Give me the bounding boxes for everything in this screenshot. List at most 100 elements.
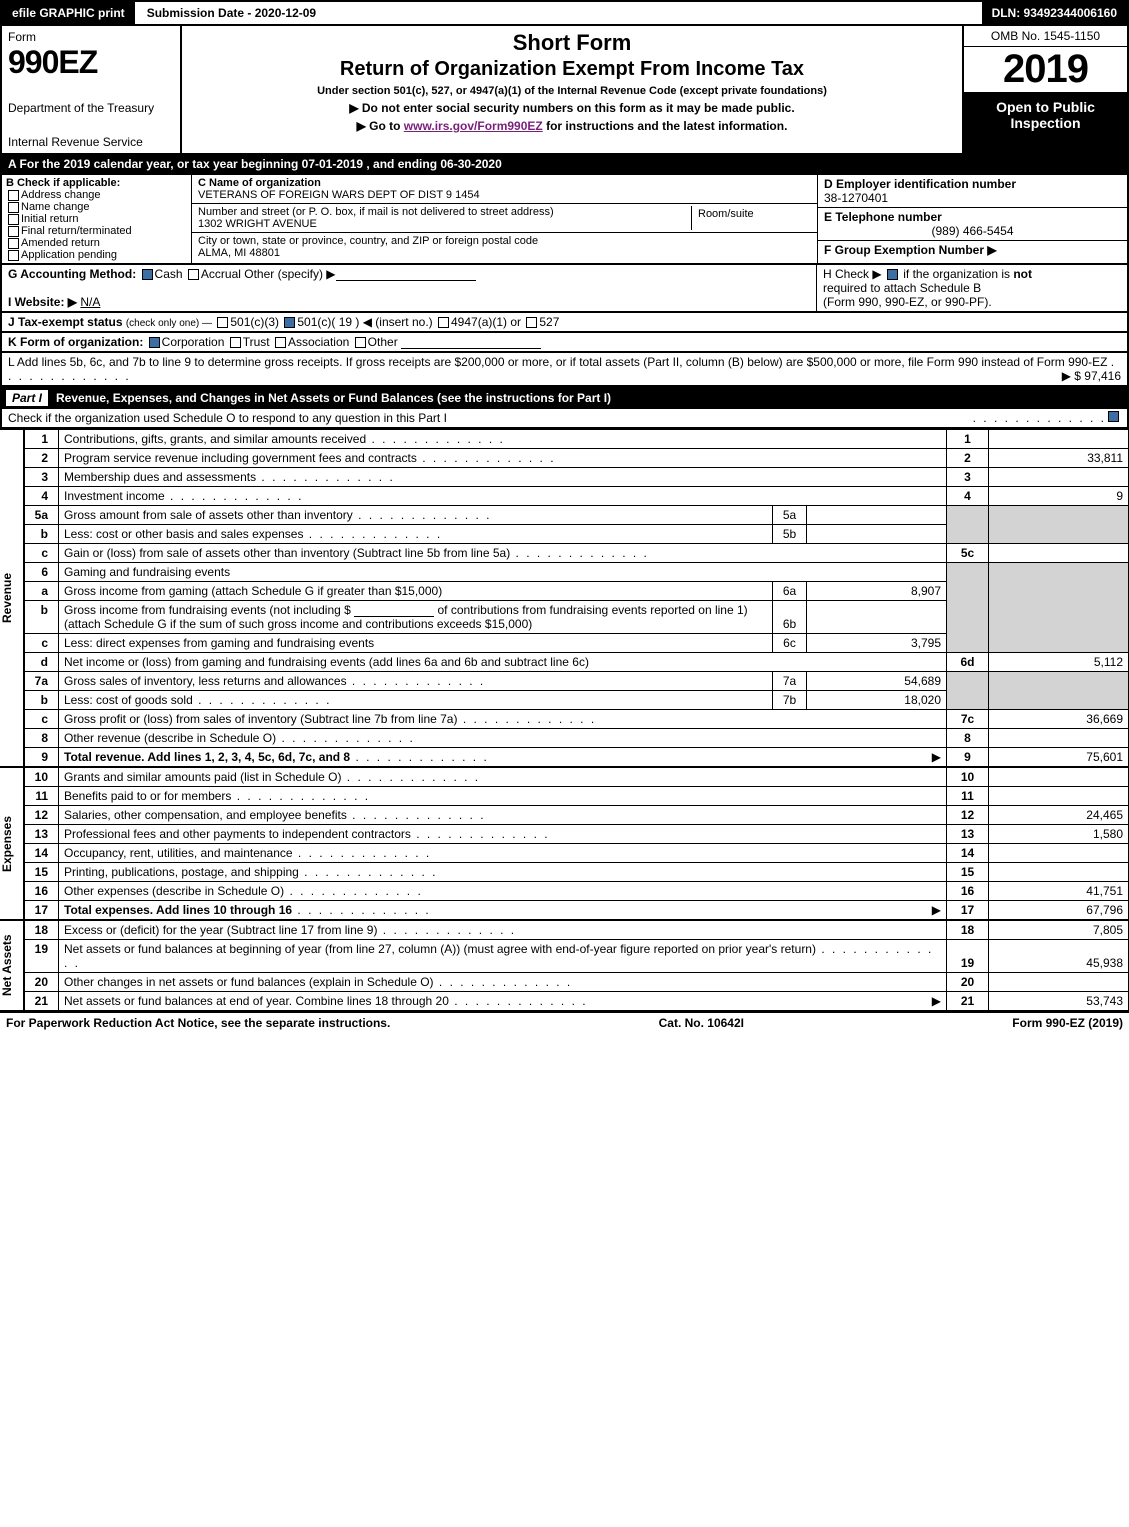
org-name-label: C Name of organization xyxy=(198,177,811,189)
revenue-vlabel: Revenue xyxy=(0,429,24,767)
line-k: K Form of organization: Corporation Trus… xyxy=(0,333,1129,353)
checkbox-amended-return[interactable] xyxy=(8,238,19,249)
table-row: 6Gaming and fundraising events xyxy=(25,563,1129,582)
footer-catno: Cat. No. 10642I xyxy=(390,1016,1012,1030)
dots-icon xyxy=(973,411,1106,425)
j-label: J Tax-exempt status xyxy=(8,315,123,329)
j-o1: 501(c)(3) xyxy=(230,315,279,329)
submission-date: Submission Date - 2020-12-09 xyxy=(135,2,328,24)
city-label: City or town, state or province, country… xyxy=(198,235,811,247)
header-center: Short Form Return of Organization Exempt… xyxy=(182,26,962,153)
title-return: Return of Organization Exempt From Incom… xyxy=(188,58,956,81)
checkbox-corporation[interactable] xyxy=(149,337,160,348)
box-c: C Name of organization VETERANS OF FOREI… xyxy=(192,175,817,263)
checkbox-527[interactable] xyxy=(526,317,537,328)
checkbox-association[interactable] xyxy=(275,337,286,348)
checkbox-application-pending[interactable] xyxy=(8,250,19,261)
part-i-header: Part I Revenue, Expenses, and Changes in… xyxy=(0,387,1129,409)
g-label: G Accounting Method: xyxy=(8,267,136,281)
open-public-inspection: Open to Public Inspection xyxy=(964,93,1127,153)
checkbox-address-change[interactable] xyxy=(8,190,19,201)
checkbox-h[interactable] xyxy=(887,269,898,280)
street-label: Number and street (or P. O. box, if mail… xyxy=(198,206,691,218)
line-num: 1 xyxy=(25,430,59,449)
cash-label: Cash xyxy=(155,267,183,281)
city: ALMA, MI 48801 xyxy=(198,247,811,259)
header-right: OMB No. 1545-1150 2019 Open to Public In… xyxy=(962,26,1127,153)
line-code: 1 xyxy=(947,430,989,449)
checkbox-501c[interactable] xyxy=(284,317,295,328)
line-a-period: A For the 2019 calendar year, or tax yea… xyxy=(0,155,1129,175)
part-i-checknote: Check if the organization used Schedule … xyxy=(0,409,1129,429)
phone: (989) 466-5454 xyxy=(824,224,1121,238)
subtitle-ssn-warning: Do not enter social security numbers on … xyxy=(188,101,956,115)
table-row: 3Membership dues and assessments3 xyxy=(25,468,1129,487)
table-row: 13Professional fees and other payments t… xyxy=(25,825,1129,844)
j-o3: 4947(a)(1) or xyxy=(451,315,521,329)
efile-link[interactable]: efile GRAPHIC print xyxy=(2,2,135,24)
box-def: D Employer identification number38-12704… xyxy=(817,175,1127,263)
cb-label: Final return/terminated xyxy=(21,225,132,237)
header-left: Form 990EZ Department of the Treasury In… xyxy=(2,26,182,153)
table-row: 20Other changes in net assets or fund ba… xyxy=(25,973,1129,992)
table-row: 9Total revenue. Add lines 1, 2, 3, 4, 5c… xyxy=(25,748,1129,767)
checkbox-trust[interactable] xyxy=(230,337,241,348)
i-label: I Website: ▶ xyxy=(8,295,77,309)
org-name: VETERANS OF FOREIGN WARS DEPT OF DIST 9 … xyxy=(198,189,811,201)
j-o2: 501(c)( 19 ) ◀ (insert no.) xyxy=(297,315,432,329)
j-o4: 527 xyxy=(539,315,559,329)
website: N/A xyxy=(80,295,100,309)
table-row: 18Excess or (deficit) for the year (Subt… xyxy=(25,921,1129,940)
line-amount xyxy=(989,430,1129,449)
checkbox-cash[interactable] xyxy=(142,269,153,280)
checkbox-initial-return[interactable] xyxy=(8,214,19,225)
table-row: 2Program service revenue including gover… xyxy=(25,449,1129,468)
cb-label: Name change xyxy=(21,201,90,213)
l-text: L Add lines 5b, 6c, and 7b to line 9 to … xyxy=(8,355,1107,369)
table-row: 7aGross sales of inventory, less returns… xyxy=(25,672,1129,691)
table-row: 8Other revenue (describe in Schedule O)8 xyxy=(25,729,1129,748)
accrual-label: Accrual xyxy=(201,267,241,281)
ein-label: D Employer identification number xyxy=(824,177,1016,191)
room-suite: Room/suite xyxy=(691,206,811,230)
revenue-table: 1Contributions, gifts, grants, and simil… xyxy=(24,429,1129,767)
goto-post: for instructions and the latest informat… xyxy=(543,119,788,133)
top-bar: efile GRAPHIC print Submission Date - 20… xyxy=(0,0,1129,26)
checkbox-4947[interactable] xyxy=(438,317,449,328)
goto-pre: Go to xyxy=(369,119,404,133)
table-row: 11Benefits paid to or for members11 xyxy=(25,787,1129,806)
omb-number: OMB No. 1545-1150 xyxy=(964,26,1127,47)
table-row: 17Total expenses. Add lines 10 through 1… xyxy=(25,901,1129,920)
irs-link[interactable]: www.irs.gov/Form990EZ xyxy=(404,119,543,133)
table-row: 15Printing, publications, postage, and s… xyxy=(25,863,1129,882)
checkbox-501c3[interactable] xyxy=(217,317,228,328)
table-row: cGain or (loss) from sale of assets othe… xyxy=(25,544,1129,563)
phone-label: E Telephone number xyxy=(824,210,942,224)
table-row: 10Grants and similar amounts paid (list … xyxy=(25,768,1129,787)
dln: DLN: 93492344006160 xyxy=(982,2,1127,24)
checkbox-accrual[interactable] xyxy=(188,269,199,280)
checkbox-schedule-o[interactable] xyxy=(1108,411,1119,422)
footer-formref: Form 990-EZ (2019) xyxy=(1012,1016,1123,1030)
checkbox-other-org[interactable] xyxy=(355,337,366,348)
expenses-table: 10Grants and similar amounts paid (list … xyxy=(24,767,1129,920)
k-o2: Trust xyxy=(243,335,270,349)
line-g-h: G Accounting Method: Cash Accrual Other … xyxy=(0,265,1129,313)
cb-label: Application pending xyxy=(21,249,117,261)
table-row: 19Net assets or fund balances at beginni… xyxy=(25,940,1129,973)
checkbox-name-change[interactable] xyxy=(8,202,19,213)
part-i-tag: Part I xyxy=(6,390,48,406)
checknote-text: Check if the organization used Schedule … xyxy=(8,411,973,425)
part-i-title: Revenue, Expenses, and Changes in Net As… xyxy=(56,391,611,405)
other-org-input[interactable] xyxy=(401,337,541,349)
other-specify-input[interactable] xyxy=(336,269,476,281)
h-line2: required to attach Schedule B xyxy=(823,281,981,295)
netassets-table: 18Excess or (deficit) for the year (Subt… xyxy=(24,920,1129,1011)
k-label: K Form of organization: xyxy=(8,335,143,349)
k-o4: Other xyxy=(368,335,398,349)
table-row: cGross profit or (loss) from sales of in… xyxy=(25,710,1129,729)
table-row: 12Salaries, other compensation, and empl… xyxy=(25,806,1129,825)
arrow-icon: ▶ xyxy=(932,750,941,764)
checkbox-final-return[interactable] xyxy=(8,226,19,237)
table-row: 16Other expenses (describe in Schedule O… xyxy=(25,882,1129,901)
